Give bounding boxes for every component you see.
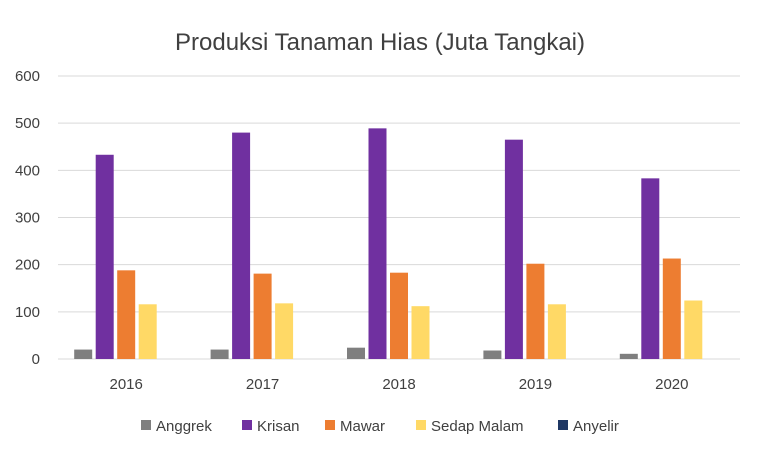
- legend-swatch: [141, 420, 151, 430]
- legend-label: Sedap Malam: [431, 418, 524, 435]
- bar-sedap-malam-2017: [275, 303, 294, 359]
- x-tick-label: 2016: [110, 376, 143, 393]
- x-tick-label: 2017: [246, 376, 279, 393]
- bar-krisan-2020: [641, 178, 660, 359]
- x-tick-label: 2018: [382, 376, 415, 393]
- x-axis-ticks: 2016 2017 2018 2019 2020: [110, 376, 689, 393]
- y-axis-ticks: 0 100 200 300 400 500 600: [15, 68, 40, 368]
- legend-swatch: [416, 420, 426, 430]
- bar-anggrek-2018: [347, 347, 365, 359]
- bar-mawar-2016: [117, 270, 136, 359]
- bar-anggrek-2017: [210, 349, 229, 359]
- bar-krisan-2019: [504, 139, 523, 359]
- y-tick-label: 200: [15, 257, 40, 274]
- bars-group: [74, 128, 703, 359]
- legend-label: Mawar: [340, 418, 385, 435]
- bar-sedap-malam-2018: [411, 306, 430, 359]
- legend-label: Anggrek: [156, 418, 212, 435]
- legend: Anggrek Krisan Mawar Sedap Malam Anyelir: [141, 418, 619, 435]
- gridlines: [58, 75, 740, 360]
- legend-swatch: [558, 420, 568, 430]
- bar-anggrek-2020: [619, 353, 638, 359]
- y-tick-label: 600: [15, 68, 40, 85]
- bar-krisan-2018: [368, 128, 387, 359]
- bar-anggrek-2016: [74, 349, 93, 359]
- y-tick-label: 300: [15, 210, 40, 227]
- y-tick-label: 400: [15, 162, 40, 179]
- chart-title: Produksi Tanaman Hias (Juta Tangkai): [175, 29, 585, 56]
- legend-swatch: [242, 420, 252, 430]
- bar-krisan-2017: [232, 132, 251, 359]
- y-tick-label: 0: [32, 351, 40, 368]
- legend-label: Krisan: [257, 418, 300, 435]
- bar-sedap-malam-2016: [138, 304, 157, 359]
- bar-sedap-malam-2019: [547, 304, 566, 359]
- bar-mawar-2019: [526, 263, 545, 359]
- legend-swatch: [325, 420, 335, 430]
- bar-mawar-2018: [390, 272, 408, 359]
- bar-sedap-malam-2020: [684, 300, 703, 359]
- legend-label: Anyelir: [573, 418, 619, 435]
- x-tick-label: 2020: [655, 376, 688, 393]
- x-tick-label: 2019: [519, 376, 552, 393]
- bar-anggrek-2019: [483, 350, 502, 359]
- bar-mawar-2017: [253, 273, 272, 359]
- y-tick-label: 500: [15, 115, 40, 132]
- y-tick-label: 100: [15, 304, 40, 321]
- bar-krisan-2016: [95, 154, 114, 359]
- bar-mawar-2020: [662, 258, 681, 359]
